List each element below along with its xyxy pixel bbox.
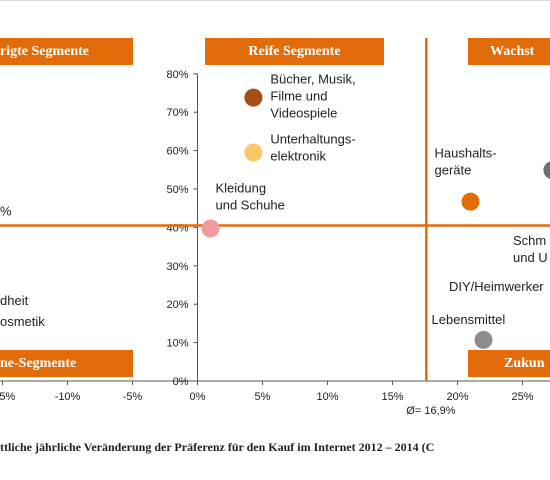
- cut-off-label: dheit: [0, 293, 29, 308]
- x-tick-label: 0%: [190, 391, 206, 403]
- data-point-label: elektronik: [270, 149, 326, 164]
- data-point: [461, 192, 480, 211]
- x-tick-label: 20%: [446, 391, 468, 403]
- data-point: [244, 143, 263, 162]
- left-edge-fragment: %: [0, 203, 12, 218]
- data-point-label: Bücher, Musik,: [270, 72, 355, 87]
- data-point: [543, 161, 550, 179]
- segment-header-top-right: Wachst: [468, 38, 550, 65]
- data-point-label: Filme und: [270, 89, 327, 104]
- x-tick-label: 10%: [316, 391, 338, 403]
- segment-header-top-left: rigte Segmente: [0, 38, 133, 65]
- data-point-label: geräte: [435, 163, 472, 178]
- y-tick-label: 80%: [166, 69, 188, 81]
- cut-off-label: Schm: [513, 233, 546, 248]
- data-point-label: und Schuhe: [216, 198, 285, 213]
- x-tick-label: -15%: [0, 391, 16, 403]
- y-tick-label: 50%: [166, 184, 188, 196]
- top-border: [0, 0, 550, 1]
- y-tick-label: 0%: [173, 376, 189, 388]
- segment-header-top-center: Reife Segmente: [205, 38, 384, 65]
- y-tick-label: 10%: [166, 338, 188, 350]
- y-tick-label: 20%: [166, 299, 188, 311]
- x-tick-label: 25%: [511, 391, 533, 403]
- cut-off-label: und U: [513, 250, 548, 265]
- cut-off-label: osmetik: [0, 314, 45, 329]
- scatter-chart: 0% 10% 20% 30% 40% 50% 60% 70% 80% -15% -10% -5% 0% 5…: [0, 38, 550, 417]
- data-point-label: Kleidung: [216, 181, 267, 196]
- x-tick-label: -5%: [123, 391, 143, 403]
- data-point: [244, 88, 263, 107]
- x-tick-label: 15%: [381, 391, 403, 403]
- cut-off-label: DIY/Heimwerker: [449, 279, 544, 294]
- y-tick-label: 30%: [166, 261, 188, 273]
- data-point-label: Videospiele: [270, 106, 337, 121]
- x-tick-label: -10%: [55, 391, 81, 403]
- x-axis-label: ttliche jährliche Veränderung der Präfer…: [0, 440, 435, 454]
- segment-header-bottom-left: ne-Segmente: [0, 350, 133, 377]
- x-tick-label: 5%: [255, 391, 271, 403]
- data-point-label: Lebensmittel: [432, 312, 506, 327]
- average-x-label: Ø= 16,9%: [406, 405, 455, 417]
- data-point-label: Unterhaltungs-: [270, 132, 355, 147]
- data-point-label: Haushalts-: [435, 146, 497, 161]
- y-tick-label: 70%: [166, 107, 188, 119]
- data-point: [474, 330, 493, 349]
- segment-header-bottom-right: Zukun: [468, 350, 550, 377]
- data-point: [201, 219, 220, 238]
- y-tick-label: 40%: [166, 222, 188, 234]
- y-tick-label: 60%: [166, 146, 188, 158]
